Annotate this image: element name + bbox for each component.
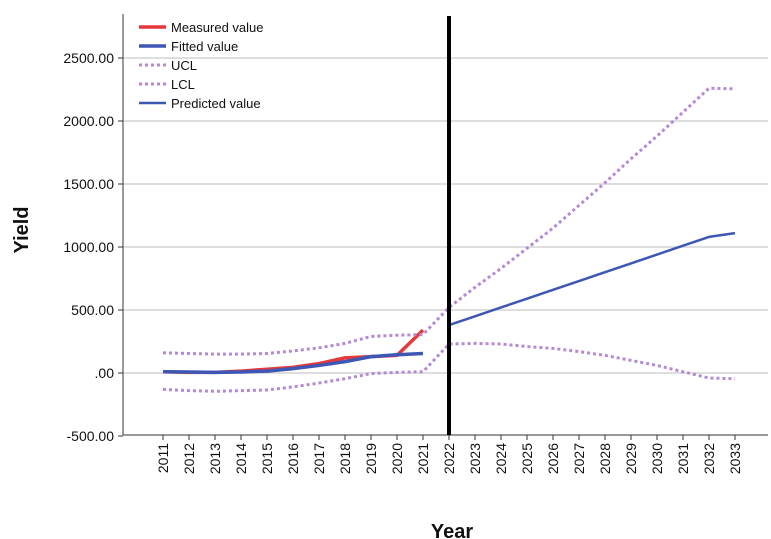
axes xyxy=(118,14,768,440)
x-tick-label-2032: 2032 xyxy=(701,443,717,474)
x-tick-label-2021: 2021 xyxy=(415,443,431,474)
x-tick-label-2012: 2012 xyxy=(181,443,197,474)
x-axis-title: Year xyxy=(431,521,473,539)
x-tick-label-2027: 2027 xyxy=(571,443,587,474)
y-tick-labels: -500.00 .00 500.00 1000.00 1500.00 2000.00 250… xyxy=(63,50,114,444)
x-tick-label-2016: 2016 xyxy=(285,443,301,474)
x-tick-label-2028: 2028 xyxy=(597,443,613,474)
y-axis-title: Yield xyxy=(11,206,33,253)
x-tick-label-2014: 2014 xyxy=(233,443,249,474)
x-tick-label-2022: 2022 xyxy=(441,443,457,474)
x-tick-label-2017: 2017 xyxy=(311,443,327,474)
legend-label-1: Fitted value xyxy=(171,39,238,54)
x-tick-label-2031: 2031 xyxy=(675,443,691,474)
y-tick-label-4: 1500.00 xyxy=(63,176,114,192)
legend-label-0: Measured value xyxy=(171,20,264,35)
x-tick-label-2029: 2029 xyxy=(623,443,639,474)
x-tick-label-2024: 2024 xyxy=(493,443,509,474)
series-lines xyxy=(162,86,736,393)
gridlines xyxy=(123,57,768,374)
x-tick-label-2019: 2019 xyxy=(363,443,379,474)
x-tick-label-2020: 2020 xyxy=(389,443,405,474)
x-tick-label-2018: 2018 xyxy=(337,443,353,474)
y-tick-label-5: 2000.00 xyxy=(63,113,114,129)
y-tick-label-6: 2500.00 xyxy=(63,50,114,66)
legend-label-3: LCL xyxy=(171,77,195,92)
x-tick-label-2015: 2015 xyxy=(259,443,275,474)
x-tick-label-2025: 2025 xyxy=(519,443,535,474)
y-tick-label-2: 500.00 xyxy=(71,302,114,318)
x-tick-label-2026: 2026 xyxy=(545,443,561,474)
x-tick-label-2013: 2013 xyxy=(207,443,223,474)
y-tick-label-1: .00 xyxy=(95,365,115,381)
legend: Measured value Fitted value UCL LCL Predicte… xyxy=(139,20,264,111)
legend-label-4: Predicted value xyxy=(171,96,261,111)
x-tick-label-2023: 2023 xyxy=(467,443,483,474)
x-tick-label-2030: 2030 xyxy=(649,443,665,474)
series-line-predicted-value xyxy=(448,231,736,327)
legend-label-2: UCL xyxy=(171,58,197,73)
x-tick-label-2011: 2011 xyxy=(155,443,171,473)
series-line-fitted-value xyxy=(162,351,424,375)
x-tick-label-2033: 2033 xyxy=(727,443,743,474)
y-tick-label-3: 1000.00 xyxy=(63,239,114,255)
x-tick-labels: 2011 2012 2013 2014 2015 2016 2017 2018 2019 2020… xyxy=(155,443,743,474)
y-tick-label-0: -500.00 xyxy=(67,428,115,444)
